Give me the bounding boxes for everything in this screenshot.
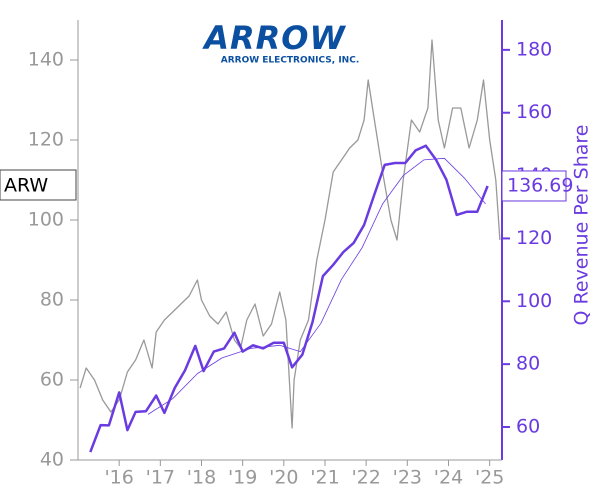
x-tick-label: '22 <box>351 467 380 489</box>
x-tick-label: '20 <box>269 467 298 489</box>
y2-tick-label: 160 <box>516 101 552 123</box>
y2-tick-label: 60 <box>516 416 540 438</box>
x-tick-label: '24 <box>434 467 463 489</box>
y-tick-label: 60 <box>40 369 64 391</box>
logo-text: ARROW ELECTRONICS, INC. <box>221 56 360 66</box>
series-line <box>79 39 501 429</box>
x-tick-label: '21 <box>310 467 339 489</box>
x-tick-label: '25 <box>475 467 504 489</box>
last-value-label: 136.69 <box>507 174 573 196</box>
logo-mark: ARROW <box>201 19 346 57</box>
x-tick-label: '19 <box>228 467 257 489</box>
y-tick-label: 100 <box>28 209 64 231</box>
y-tick-label: 40 <box>40 449 64 471</box>
series-line <box>147 157 486 415</box>
y-tick-label: 140 <box>28 49 64 71</box>
y-tick-label: 120 <box>28 129 64 151</box>
ticker-box <box>0 169 77 201</box>
y2-tick-label: 180 <box>516 38 552 60</box>
y2-axis-label: Q Revenue Per Share <box>571 125 593 326</box>
y-tick-label: 80 <box>40 289 64 311</box>
last-value-box <box>501 170 567 202</box>
x-tick-label: '16 <box>104 467 133 489</box>
x-tick-label: '18 <box>187 467 216 489</box>
x-tick-label: '23 <box>393 467 422 489</box>
series-line <box>89 144 489 453</box>
ticker: ARW <box>4 175 48 197</box>
y2-tick-label: 100 <box>516 290 552 312</box>
y2-tick-label: 120 <box>516 227 552 249</box>
x-tick-label: '17 <box>146 467 175 489</box>
y2-tick-label: 80 <box>516 353 540 375</box>
